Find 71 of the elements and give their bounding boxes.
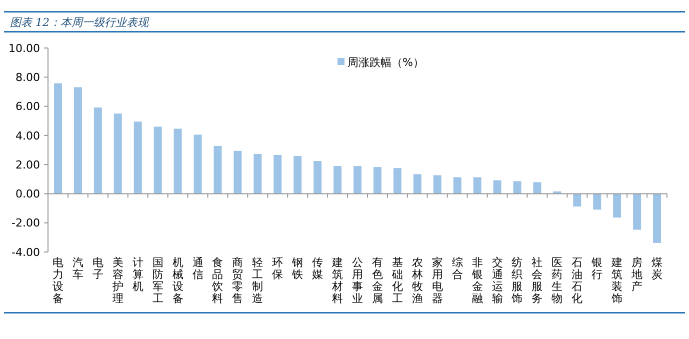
x-tick-label: 社会服务 bbox=[532, 256, 543, 306]
bar bbox=[334, 166, 342, 194]
bar bbox=[154, 126, 162, 194]
bar bbox=[513, 181, 522, 194]
bar bbox=[633, 194, 642, 230]
x-tick-label: 商贸零售 bbox=[232, 256, 244, 306]
bar bbox=[274, 154, 282, 194]
bar bbox=[613, 194, 622, 218]
x-tick-label: 医药生物 bbox=[552, 256, 563, 306]
bar bbox=[493, 180, 502, 194]
x-tick-label: 房地产 bbox=[630, 256, 643, 294]
bar bbox=[453, 177, 462, 194]
x-tick-label: 汽车 bbox=[72, 256, 84, 281]
x-tick-label: 建筑材料 bbox=[331, 256, 344, 306]
bar bbox=[373, 167, 382, 194]
x-tick-label: 电力设备 bbox=[52, 256, 64, 306]
bar bbox=[174, 128, 182, 194]
x-tick-label: 环保 bbox=[272, 256, 284, 281]
y-tick-label: -2.00 bbox=[12, 216, 40, 230]
bar bbox=[214, 146, 222, 194]
y-tick-label: 2.00 bbox=[16, 158, 40, 172]
x-tick-label: 计算机 bbox=[132, 256, 144, 294]
bar bbox=[473, 177, 482, 194]
x-tick-label: 国防军工 bbox=[152, 256, 164, 306]
bar bbox=[254, 154, 262, 194]
x-tick-label: 钢铁 bbox=[291, 256, 304, 281]
x-tick-label: 电子 bbox=[92, 256, 104, 281]
bar bbox=[54, 83, 62, 194]
x-tick-label: 交通运输 bbox=[492, 256, 503, 306]
bar bbox=[294, 156, 302, 194]
bar bbox=[114, 114, 122, 194]
bar bbox=[433, 175, 442, 194]
x-tick-label: 建筑装饰 bbox=[610, 256, 623, 306]
bar bbox=[134, 122, 142, 194]
y-tick-label: 8.00 bbox=[16, 70, 40, 84]
chart-title: 图表 12：本周一级行业表现 bbox=[10, 16, 150, 29]
x-tick-label: 煤炭 bbox=[652, 256, 663, 281]
x-tick-label: 纺织服饰 bbox=[510, 256, 523, 306]
bar bbox=[354, 166, 362, 194]
x-tick-label: 农林牧渔 bbox=[410, 256, 423, 306]
bar bbox=[194, 134, 202, 194]
x-tick-label: 公用事业 bbox=[352, 256, 363, 306]
y-tick-label: 0.00 bbox=[16, 188, 40, 201]
x-tick-label: 综合 bbox=[452, 256, 463, 281]
bar bbox=[653, 194, 662, 243]
x-tick-label: 机械设备 bbox=[172, 256, 184, 306]
bar bbox=[234, 150, 242, 194]
x-tick-label: 家用电器 bbox=[432, 256, 443, 306]
x-tick-label: 轻工制造 bbox=[252, 256, 264, 306]
bar bbox=[413, 174, 422, 194]
x-tick-label: 传媒 bbox=[312, 256, 324, 281]
y-tick-label: -4.00 bbox=[12, 246, 40, 259]
x-tick-label: 食品饮料 bbox=[211, 256, 224, 306]
x-tick-label: 美容护理 bbox=[111, 256, 124, 306]
x-tick-label: 通信 bbox=[192, 256, 204, 281]
bar bbox=[314, 161, 322, 194]
y-tick-label: 6.00 bbox=[16, 100, 40, 114]
bar bbox=[393, 168, 402, 194]
x-tick-label: 基础化工 bbox=[390, 256, 403, 306]
bar bbox=[573, 194, 582, 207]
bar bbox=[593, 194, 602, 210]
bar bbox=[533, 182, 542, 194]
y-tick-label: 4.00 bbox=[16, 129, 40, 142]
y-tick-label: 10.00 bbox=[8, 42, 40, 55]
x-tick-label: 石油石化 bbox=[572, 256, 583, 306]
x-tick-label: 银行 bbox=[590, 256, 603, 281]
bar bbox=[74, 87, 82, 194]
legend-label: 周涨跌幅（%） bbox=[348, 56, 424, 69]
bar bbox=[94, 107, 102, 194]
x-tick-label: 非银金融 bbox=[470, 256, 483, 306]
x-tick-label: 有色金属 bbox=[372, 256, 383, 306]
